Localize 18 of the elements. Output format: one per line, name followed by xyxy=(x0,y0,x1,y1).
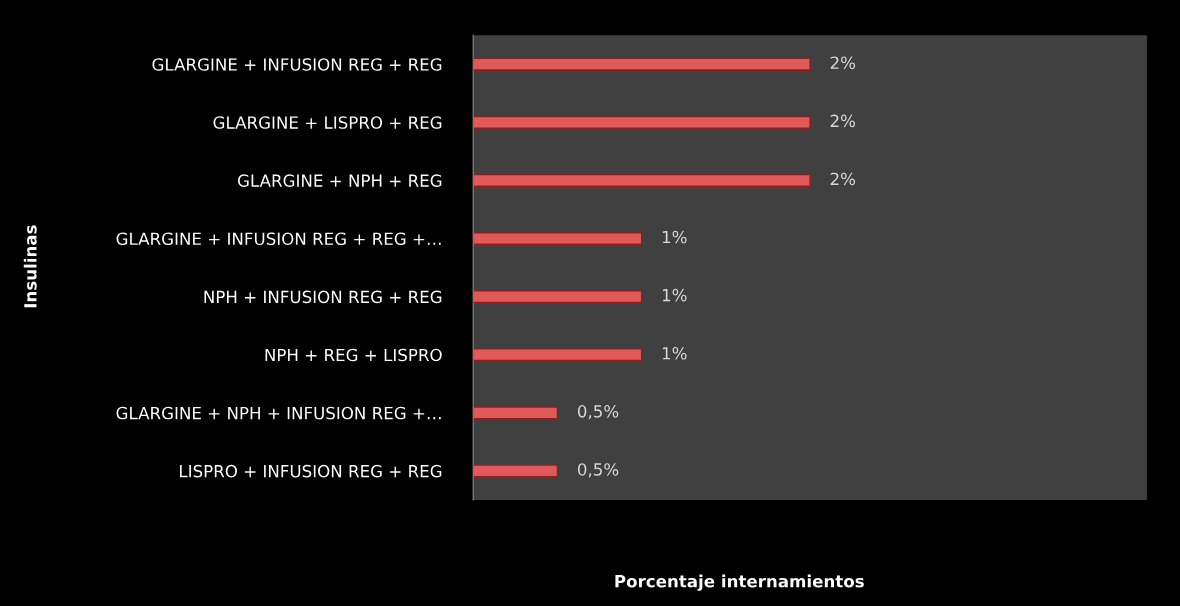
data-label: 0,5% xyxy=(577,405,619,420)
data-label: 1% xyxy=(662,230,687,244)
data-label: 2% xyxy=(830,56,856,70)
y-axis-title: Insulinas xyxy=(23,225,37,308)
y-tick-label: GLARGINE + INFUSION REG + REG xyxy=(152,58,442,71)
y-tick-label: GLARGINE + NPH + INFUSION REG +… xyxy=(116,406,441,420)
data-label: 2% xyxy=(830,172,856,186)
x-axis-title: Porcentaje internamientos xyxy=(615,574,864,591)
data-label: 1% xyxy=(662,346,687,360)
y-tick-label: NPH + REG + LISPRO xyxy=(265,348,442,362)
y-tick-label: GLARGINE + LISPRO + REG xyxy=(213,116,442,129)
y-tick-label: LISPRO + INFUSION REG + REG xyxy=(180,464,442,478)
data-label: 0,5% xyxy=(577,463,619,478)
y-tick-label: NPH + INFUSION REG + REG xyxy=(204,290,442,304)
y-tick-label: GLARGINE + NPH + REG xyxy=(237,174,442,187)
data-label: 2% xyxy=(830,114,856,128)
y-tick-label: GLARGINE + INFUSION REG + REG +… xyxy=(116,232,441,246)
data-label: 1% xyxy=(662,288,687,302)
